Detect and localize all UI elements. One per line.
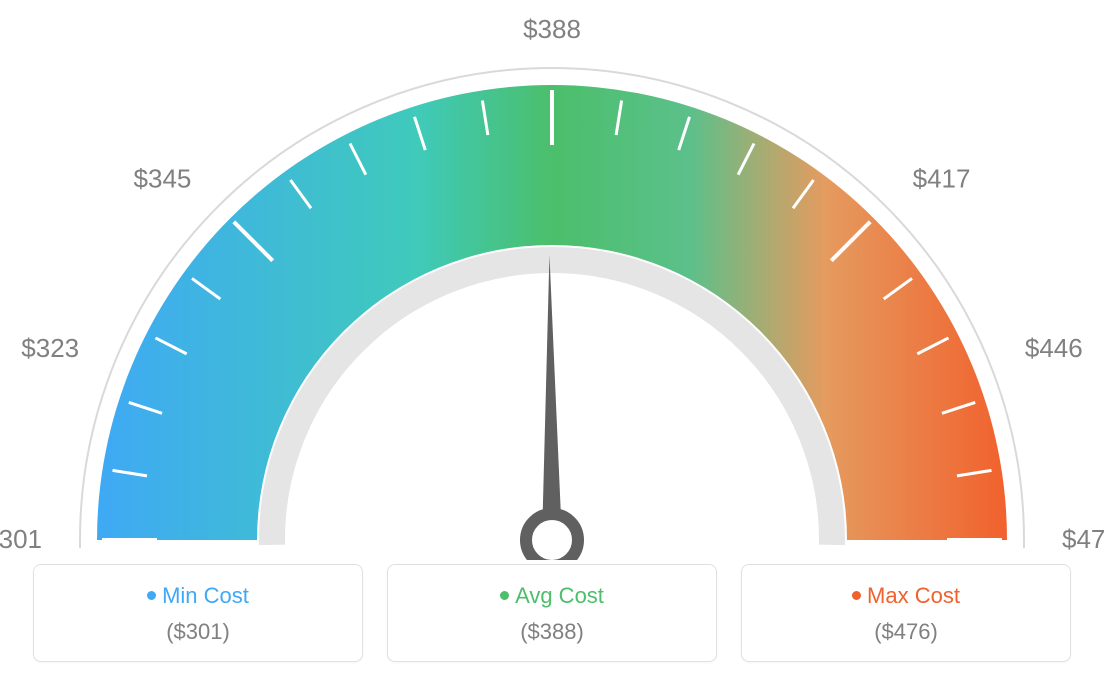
gauge-tick-label: $388: [523, 14, 581, 44]
gauge-chart: $301 $323 $345 $388 $417 $446 $476: [0, 0, 1104, 560]
gauge-tick-label: $446: [1025, 333, 1083, 363]
dot-icon: [852, 591, 861, 600]
gauge-tick-label: $417: [913, 163, 971, 193]
dot-icon: [500, 591, 509, 600]
legend-card-max: Max Cost ($476): [741, 564, 1071, 662]
cost-gauge-widget: $301 $323 $345 $388 $417 $446 $476 Min Cost ($…: [0, 0, 1104, 690]
gauge-tick-label: $301: [0, 524, 42, 554]
legend-title-text: Max Cost: [867, 583, 960, 608]
legend-title-max: Max Cost: [742, 583, 1070, 609]
legend-title-text: Avg Cost: [515, 583, 604, 608]
gauge-needle: [542, 255, 562, 540]
gauge-hub: [526, 514, 578, 560]
gauge-tick-label: $323: [21, 333, 79, 363]
legend-card-min: Min Cost ($301): [33, 564, 363, 662]
dot-icon: [147, 591, 156, 600]
gauge-tick-label: $476: [1062, 524, 1104, 554]
gauge-tick-label: $345: [134, 163, 192, 193]
legend-value-min: ($301): [34, 619, 362, 645]
legend-value-avg: ($388): [388, 619, 716, 645]
legend-title-text: Min Cost: [162, 583, 249, 608]
legend-card-avg: Avg Cost ($388): [387, 564, 717, 662]
legend-title-avg: Avg Cost: [388, 583, 716, 609]
legend-title-min: Min Cost: [34, 583, 362, 609]
legend-row: Min Cost ($301) Avg Cost ($388) Max Cost…: [0, 564, 1104, 662]
legend-value-max: ($476): [742, 619, 1070, 645]
